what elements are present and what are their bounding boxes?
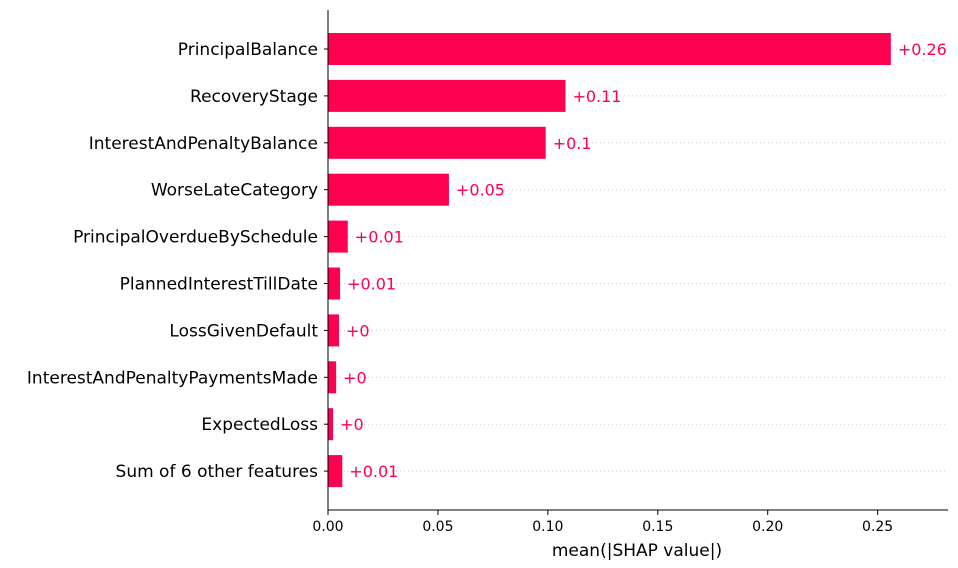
bar-0: [328, 33, 891, 65]
bar-1: [328, 79, 566, 112]
x-axis-title: mean(|SHAP value|): [552, 541, 722, 561]
x-tick-label: 0.20: [752, 519, 783, 535]
x-tick-label: 0.25: [862, 519, 893, 535]
bar-value-label: +0: [343, 368, 367, 387]
bar-6: [328, 314, 339, 347]
bar-5: [328, 267, 341, 300]
bar-value-label: +0.01: [349, 462, 398, 481]
bar-value-label: +0: [340, 415, 364, 434]
bars: [328, 33, 891, 488]
feature-label: Sum of 6 other features: [116, 462, 319, 482]
bar-4: [328, 220, 348, 253]
bar-value-label: +0.01: [355, 228, 404, 247]
x-tick-label: 0.05: [422, 519, 453, 535]
bar-9: [328, 455, 343, 488]
grid-lines: [328, 48, 948, 472]
bar-value-label: +0.26: [898, 40, 947, 59]
x-tick-label: 0.10: [532, 519, 563, 535]
bar-value-label: +0.1: [553, 134, 592, 153]
bar-8: [328, 408, 334, 441]
feature-label: PlannedInterestTillDate: [120, 275, 318, 295]
bar-3: [328, 173, 449, 206]
labels: +0.26 PrincipalBalance +0.11 RecoveryStage +…: [27, 40, 947, 482]
bar-value-label: +0: [346, 321, 370, 340]
feature-label: PrincipalBalance: [178, 40, 318, 60]
feature-label: WorseLateCategory: [151, 181, 318, 201]
feature-label: ExpectedLoss: [201, 415, 318, 435]
x-tick-label: 0.00: [312, 519, 343, 535]
feature-label: PrincipalOverdueBySchedule: [73, 228, 318, 248]
feature-label: InterestAndPenaltyPaymentsMade: [27, 368, 318, 388]
bar-2: [328, 126, 546, 159]
axes: 0.00 0.05 0.10 0.15 0.20 0.25: [312, 10, 948, 535]
feature-label: RecoveryStage: [190, 87, 318, 107]
feature-label: LossGivenDefault: [169, 321, 318, 341]
bar-7: [328, 361, 337, 394]
x-tick-label: 0.15: [642, 519, 673, 535]
bar-value-label: +0.01: [347, 275, 396, 294]
bar-value-label: +0.11: [572, 87, 621, 106]
bar-value-label: +0.05: [456, 181, 505, 200]
feature-label: InterestAndPenaltyBalance: [89, 134, 318, 154]
